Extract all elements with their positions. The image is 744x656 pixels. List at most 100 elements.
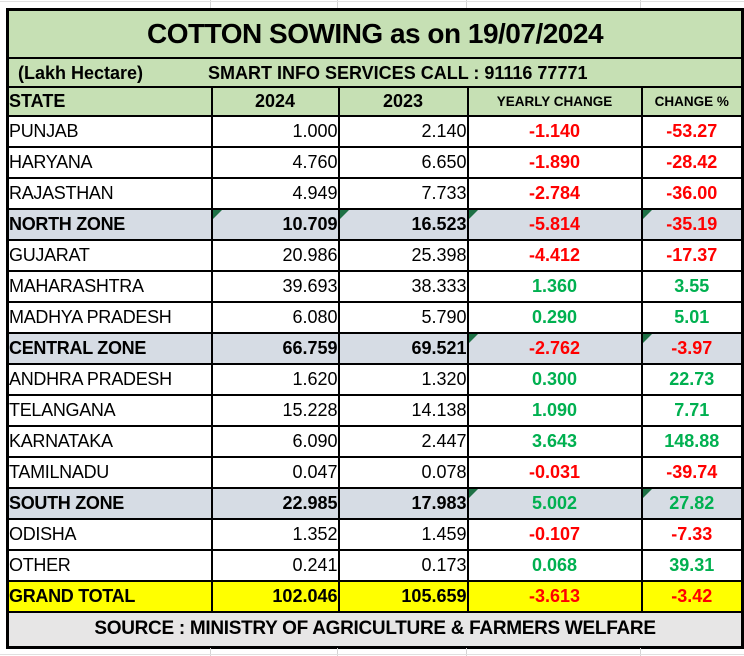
yearly-change-cell[interactable]: -1.890 [466, 145, 643, 179]
value-2024-cell[interactable]: 22.985 [210, 486, 340, 520]
yearly-change-cell[interactable]: -4.412 [466, 238, 643, 272]
yearly-change-cell[interactable]: -5.814 [466, 207, 643, 241]
value-2023-cell[interactable]: 5.790 [337, 300, 469, 334]
value-2024-cell[interactable]: 1.000 [210, 114, 340, 148]
header-yearly-change[interactable]: YEARLY CHANGE [466, 85, 643, 117]
header-change-pct[interactable]: CHANGE % [640, 85, 744, 117]
value-2024-cell[interactable]: 66.759 [210, 331, 340, 365]
table-title[interactable]: COTTON SOWING as on 19/07/2024 [6, 8, 744, 59]
state-row: OTHER 0.241 0.173 0.068 39.31 [6, 548, 744, 582]
cell-error-marker-triangle-icon [340, 210, 349, 219]
subtitle-cell[interactable]: (Lakh Hectare) SMART INFO SERVICES CALL … [6, 56, 744, 88]
value-2024-cell[interactable]: 4.760 [210, 145, 340, 179]
change-pct-cell[interactable]: -17.37 [640, 238, 744, 272]
change-pct-cell[interactable]: -3.97 [640, 331, 744, 365]
zone-total-row: CENTRAL ZONE 66.759 69.521 -2.762 -3.97 [6, 331, 744, 365]
value-2024-cell[interactable]: 6.080 [210, 300, 340, 334]
value-2023-cell[interactable]: 7.733 [337, 176, 469, 210]
yearly-change-cell[interactable]: 1.090 [466, 393, 643, 427]
state-cell[interactable]: TELANGANA [6, 393, 213, 427]
value-2023-cell[interactable]: 25.398 [337, 238, 469, 272]
value-2024-cell[interactable]: 39.693 [210, 269, 340, 303]
change-pct-cell[interactable]: 5.01 [640, 300, 744, 334]
change-pct-cell[interactable]: 148.88 [640, 424, 744, 458]
value-2024-cell[interactable]: 10.709 [210, 207, 340, 241]
state-cell[interactable]: GRAND TOTAL [6, 579, 213, 613]
yearly-change-cell[interactable]: 3.643 [466, 424, 643, 458]
value-2024-cell[interactable]: 6.090 [210, 424, 340, 458]
cotton-sowing-table: COTTON SOWING as on 19/07/2024 (Lakh Hec… [6, 8, 744, 649]
yearly-change-cell[interactable]: 1.360 [466, 269, 643, 303]
value-2024-cell[interactable]: 0.047 [210, 455, 340, 489]
yearly-change-cell[interactable]: -2.784 [466, 176, 643, 210]
state-cell[interactable]: TAMILNADU [6, 455, 213, 489]
value-2024-cell[interactable]: 4.949 [210, 176, 340, 210]
value-2024-cell[interactable]: 15.228 [210, 393, 340, 427]
change-pct-cell[interactable]: -7.33 [640, 517, 744, 551]
yearly-change-cell[interactable]: -0.107 [466, 517, 643, 551]
value-2024-cell[interactable]: 20.986 [210, 238, 340, 272]
subtitle-row: (Lakh Hectare) SMART INFO SERVICES CALL … [6, 56, 744, 88]
state-row: GUJARAT 20.986 25.398 -4.412 -17.37 [6, 238, 744, 272]
value-2023-cell[interactable]: 0.078 [337, 455, 469, 489]
yearly-change-cell[interactable]: -1.140 [466, 114, 643, 148]
yearly-change-cell[interactable]: 0.068 [466, 548, 643, 582]
value-2023-cell[interactable]: 16.523 [337, 207, 469, 241]
zone-total-row: SOUTH ZONE 22.985 17.983 5.002 27.82 [6, 486, 744, 520]
state-cell[interactable]: PUNJAB [6, 114, 213, 148]
value-2023-cell[interactable]: 2.447 [337, 424, 469, 458]
change-pct-cell[interactable]: -3.42 [640, 579, 744, 613]
source-note[interactable]: SOURCE : MINISTRY OF AGRICULTURE & FARME… [6, 610, 744, 649]
value-2024-cell[interactable]: 0.241 [210, 548, 340, 582]
change-pct-cell[interactable]: 27.82 [640, 486, 744, 520]
value-2023-cell[interactable]: 17.983 [337, 486, 469, 520]
change-pct-cell[interactable]: -35.19 [640, 207, 744, 241]
state-cell[interactable]: CENTRAL ZONE [6, 331, 213, 365]
change-pct-cell[interactable]: -28.42 [640, 145, 744, 179]
cell-error-marker-triangle-icon [213, 210, 222, 219]
change-pct-cell[interactable]: -36.00 [640, 176, 744, 210]
state-cell[interactable]: HARYANA [6, 145, 213, 179]
header-2023[interactable]: 2023 [337, 85, 469, 117]
value-2023-cell[interactable]: 6.650 [337, 145, 469, 179]
unit-label: (Lakh Hectare) [18, 62, 144, 83]
change-pct-cell[interactable]: 3.55 [640, 269, 744, 303]
header-2024[interactable]: 2024 [210, 85, 340, 117]
change-pct-cell[interactable]: -39.74 [640, 455, 744, 489]
yearly-change-cell[interactable]: 0.290 [466, 300, 643, 334]
state-cell[interactable]: GUJARAT [6, 238, 213, 272]
value-2023-cell[interactable]: 1.459 [337, 517, 469, 551]
state-cell[interactable]: ODISHA [6, 517, 213, 551]
yearly-change-cell[interactable]: 0.300 [466, 362, 643, 396]
yearly-change-cell[interactable]: -0.031 [466, 455, 643, 489]
worksheet-gridline [337, 0, 338, 8]
value-2024-cell[interactable]: 102.046 [210, 579, 340, 613]
yearly-change-cell[interactable]: -3.613 [466, 579, 643, 613]
change-pct-cell[interactable]: 39.31 [640, 548, 744, 582]
state-cell[interactable]: MADHYA PRADESH [6, 300, 213, 334]
state-row: KARNATAKA 6.090 2.447 3.643 148.88 [6, 424, 744, 458]
header-state[interactable]: STATE [6, 85, 213, 117]
state-cell[interactable]: MAHARASHTRA [6, 269, 213, 303]
state-cell[interactable]: NORTH ZONE [6, 207, 213, 241]
change-pct-cell[interactable]: 7.71 [640, 393, 744, 427]
yearly-change-cell[interactable]: -2.762 [466, 331, 643, 365]
state-cell[interactable]: ANDHRA PRADESH [6, 362, 213, 396]
value-2024-cell[interactable]: 1.620 [210, 362, 340, 396]
value-2023-cell[interactable]: 2.140 [337, 114, 469, 148]
state-cell[interactable]: KARNATAKA [6, 424, 213, 458]
value-2023-cell[interactable]: 0.173 [337, 548, 469, 582]
value-2023-cell[interactable]: 38.333 [337, 269, 469, 303]
value-2024-cell[interactable]: 1.352 [210, 517, 340, 551]
change-pct-cell[interactable]: -53.27 [640, 114, 744, 148]
yearly-change-cell[interactable]: 5.002 [466, 486, 643, 520]
value-2023-cell[interactable]: 14.138 [337, 393, 469, 427]
state-cell[interactable]: SOUTH ZONE [6, 486, 213, 520]
value-2023-cell[interactable]: 69.521 [337, 331, 469, 365]
value-2023-cell[interactable]: 105.659 [337, 579, 469, 613]
value-2023-cell[interactable]: 1.320 [337, 362, 469, 396]
change-pct-cell[interactable]: 22.73 [640, 362, 744, 396]
cell-error-marker-triangle-icon [469, 210, 478, 219]
state-cell[interactable]: OTHER [6, 548, 213, 582]
state-cell[interactable]: RAJASTHAN [6, 176, 213, 210]
